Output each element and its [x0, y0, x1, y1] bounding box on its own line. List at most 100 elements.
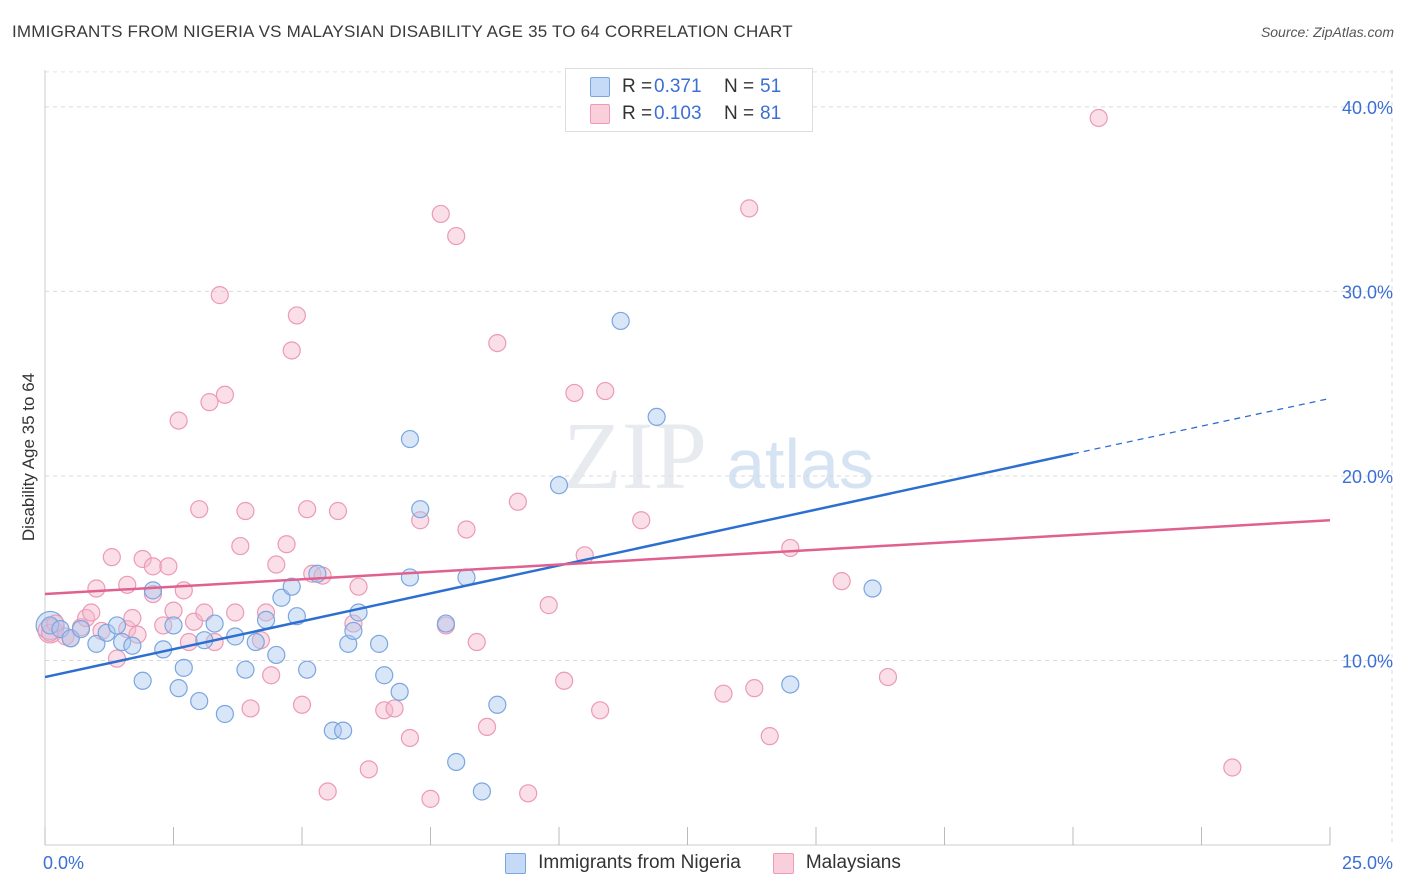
point-malaysians: [159, 557, 178, 576]
point-nigeria: [400, 429, 420, 449]
point-malaysians: [231, 536, 250, 556]
r-value: 0.371: [654, 76, 702, 97]
point-malaysians: [298, 500, 317, 519]
swatch-nigeria: [590, 77, 610, 97]
point-nigeria: [344, 621, 363, 641]
point-malaysians: [1089, 108, 1108, 128]
point-nigeria: [436, 614, 456, 633]
chart-title: IMMIGRANTS FROM NIGERIA VS MALAYSIAN DIS…: [12, 22, 793, 41]
point-nigeria: [272, 588, 291, 607]
point-malaysians: [714, 684, 733, 703]
point-malaysians: [760, 727, 779, 746]
point-malaysians: [349, 577, 368, 596]
point-nigeria: [215, 704, 234, 724]
point-malaysians: [133, 549, 152, 569]
gridlines: [45, 70, 1393, 845]
point-malaysians: [164, 601, 183, 620]
point-malaysians: [1223, 758, 1242, 777]
n-label: N =: [724, 76, 755, 97]
point-nigeria: [133, 671, 152, 690]
point-nigeria: [174, 658, 193, 677]
point-malaysians: [878, 667, 898, 687]
point-malaysians: [344, 614, 363, 633]
point-malaysians: [256, 603, 276, 622]
point-malaysians: [508, 492, 527, 511]
point-malaysians: [431, 204, 450, 224]
point-malaysians: [184, 612, 204, 631]
point-malaysians: [519, 784, 538, 803]
legend-item-nigeria[interactable]: Immigrants from Nigeria: [505, 852, 741, 874]
point-malaysians: [102, 548, 121, 567]
y-tick-label: 30.0%: [1342, 282, 1393, 302]
point-nigeria: [370, 634, 389, 653]
point-nigeria: [236, 660, 255, 679]
point-malaysians: [87, 579, 106, 598]
point-nigeria: [41, 616, 60, 635]
point-malaysians: [82, 603, 101, 622]
point-nigeria: [611, 311, 630, 331]
point-nigeria: [411, 500, 430, 519]
r-label: R =: [622, 103, 653, 124]
stats-row-nigeria: R = 0.371 N = 51: [590, 74, 781, 100]
point-malaysians: [107, 649, 127, 668]
y-axis-label: Disability Age 35 to 64: [19, 373, 38, 541]
point-nigeria: [447, 752, 466, 772]
point-nigeria: [549, 476, 569, 495]
point-malaysians: [359, 760, 378, 779]
point-malaysians: [210, 286, 229, 305]
watermark-atlas: atlas: [726, 425, 874, 503]
axes: [44, 70, 1331, 846]
point-malaysians: [190, 500, 209, 519]
r-value: 0.103: [654, 103, 702, 124]
point-nigeria: [323, 721, 342, 740]
point-malaysians: [596, 381, 615, 401]
point-malaysians: [123, 608, 142, 628]
point-malaysians: [226, 603, 245, 622]
y-tick-label: 40.0%: [1342, 98, 1393, 118]
point-malaysians: [565, 383, 584, 403]
point-malaysians: [591, 701, 610, 720]
point-malaysians: [740, 199, 759, 218]
swatch-malaysians: [590, 104, 610, 124]
r-label: R =: [622, 76, 653, 97]
point-malaysians: [154, 616, 173, 635]
point-malaysians: [77, 608, 96, 628]
points-layer: [35, 97, 1242, 808]
n-value: 81: [760, 103, 782, 124]
point-malaysians: [421, 789, 440, 808]
y-tick-label: 10.0%: [1342, 651, 1393, 671]
point-malaysians: [169, 411, 188, 430]
point-nigeria: [390, 682, 409, 701]
legend-swatch-nigeria: [505, 852, 527, 874]
point-malaysians: [385, 699, 404, 718]
legend-item-malaysians[interactable]: Malaysians: [772, 852, 901, 874]
point-malaysians: [400, 728, 420, 748]
legend-label-nigeria: Immigrants from Nigeria: [538, 852, 741, 873]
stats-legend: R = 0.371 N = 51 R = 0.103 N = 81: [565, 68, 813, 132]
point-nigeria: [256, 610, 276, 629]
point-nigeria: [282, 577, 301, 596]
point-malaysians: [236, 501, 255, 521]
point-nigeria: [375, 666, 394, 685]
point-nigeria: [863, 579, 882, 598]
point-malaysians: [277, 535, 296, 554]
series-legend: Immigrants from Nigeria Malaysians: [0, 852, 1406, 874]
point-nigeria: [246, 632, 265, 652]
point-nigeria: [781, 675, 800, 694]
x-tick-label-max: 25.0%: [1342, 853, 1393, 873]
point-nigeria: [400, 568, 420, 587]
point-nigeria: [87, 634, 106, 653]
point-nigeria: [107, 616, 127, 635]
point-nigeria: [61, 629, 80, 648]
point-nigeria: [647, 407, 666, 427]
point-nigeria: [472, 782, 491, 801]
point-malaysians: [143, 557, 163, 576]
point-malaysians: [555, 671, 574, 690]
point-malaysians: [467, 632, 486, 652]
point-malaysians: [41, 623, 60, 642]
point-malaysians: [262, 666, 281, 685]
point-nigeria: [169, 679, 188, 698]
point-nigeria: [164, 616, 183, 635]
trend-line-malaysians: [44, 518, 1331, 596]
